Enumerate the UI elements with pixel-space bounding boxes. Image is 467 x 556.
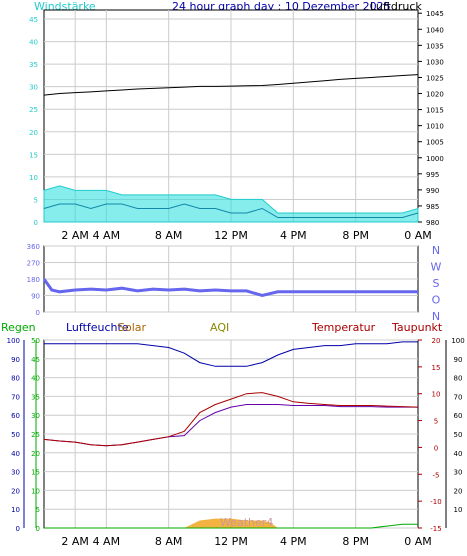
series-rain bbox=[44, 523, 418, 529]
right-pct-tick-label: 80 bbox=[454, 375, 463, 383]
x-tick-bottom: 4 PM bbox=[280, 535, 307, 548]
pressure-tick-label: 1020 bbox=[426, 91, 444, 99]
pressure-tick-label: 1000 bbox=[426, 155, 444, 163]
watermark: Weather4 bbox=[220, 516, 273, 529]
dir-tick-label: 90 bbox=[31, 293, 40, 301]
series-solar bbox=[44, 518, 418, 528]
dir-tick-label: 270 bbox=[27, 260, 40, 268]
pressure-tick-label: 1030 bbox=[426, 58, 444, 66]
rain-tick-label: 5 bbox=[36, 506, 40, 514]
x-tick-bottom: 4 AM bbox=[93, 535, 121, 548]
right-pct-tick-label: 50 bbox=[454, 431, 463, 439]
compass-label: S bbox=[433, 277, 440, 290]
right-pct-tick-label: 60 bbox=[454, 412, 463, 420]
x-tick-top: 8 PM bbox=[342, 229, 369, 242]
compass-label: N bbox=[432, 244, 440, 257]
humidity-tick-label: 0 bbox=[16, 525, 20, 533]
series-wind-direction bbox=[42, 278, 418, 298]
pressure-tick-label: 1045 bbox=[426, 10, 444, 18]
wind-tick-label: 40 bbox=[29, 39, 38, 47]
humidity-label: Luftfeuchte bbox=[66, 321, 129, 334]
compass-label: W bbox=[431, 261, 442, 274]
compass-label: N bbox=[432, 310, 440, 323]
x-tick-top: 12 PM bbox=[214, 229, 248, 242]
wind-tick-label: 0 bbox=[34, 219, 38, 227]
aqi-label: AQI bbox=[210, 321, 229, 334]
rain-label: Regen bbox=[1, 321, 36, 334]
pressure-tick-label: 990 bbox=[426, 187, 439, 195]
series-layer bbox=[42, 74, 419, 529]
right-pct-tick-label: 40 bbox=[454, 450, 463, 458]
temp-tick-label: -15 bbox=[430, 525, 441, 533]
humidity-tick-label: 30 bbox=[11, 469, 20, 477]
humidity-tick-label: 50 bbox=[11, 431, 20, 439]
compass-label: O bbox=[432, 294, 441, 307]
right-pct-tick-label: 30 bbox=[454, 469, 463, 477]
pressure-tick-label: 980 bbox=[426, 219, 439, 227]
humidity-tick-label: 70 bbox=[11, 393, 20, 401]
wind-tick-label: 45 bbox=[29, 16, 38, 24]
wind-tick-label: 35 bbox=[29, 61, 38, 69]
series-wind bbox=[43, 203, 419, 218]
rain-tick-label: 0 bbox=[36, 525, 40, 533]
solar-layer bbox=[44, 518, 418, 528]
x-tick-bottom: 2 AM bbox=[61, 535, 89, 548]
right-pct-tick-label: 10 bbox=[454, 506, 463, 514]
pressure-tick-label: 995 bbox=[426, 171, 439, 179]
solar-label: Solar bbox=[118, 321, 147, 334]
dir-tick-label: 180 bbox=[27, 276, 40, 284]
dir-tick-label: 0 bbox=[36, 309, 40, 317]
axis-layer: 0510152025303540459809859909951000100510… bbox=[7, 10, 465, 548]
pressure-tick-label: 1040 bbox=[426, 26, 444, 34]
pressure-tick-label: 1005 bbox=[426, 139, 444, 147]
dewpoint-label: Taupunkt bbox=[391, 321, 443, 334]
dir-tick-label: 360 bbox=[27, 243, 40, 251]
temp-tick-label: 20 bbox=[432, 337, 441, 345]
humidity-tick-label: 60 bbox=[11, 412, 20, 420]
humidity-tick-label: 10 bbox=[11, 506, 20, 514]
x-tick-top: 4 PM bbox=[280, 229, 307, 242]
series-temperature bbox=[43, 392, 419, 447]
temp-tick-label: 0 bbox=[434, 444, 438, 452]
humidity-tick-label: 100 bbox=[7, 337, 20, 345]
x-tick-bottom: 0 AM bbox=[404, 535, 432, 548]
temp-tick-label: 10 bbox=[432, 391, 441, 399]
right-pct-tick-label: 70 bbox=[454, 393, 463, 401]
x-tick-top: 8 AM bbox=[155, 229, 183, 242]
x-tick-top: 4 AM bbox=[93, 229, 121, 242]
temp-tick-label: -10 bbox=[430, 498, 441, 506]
x-tick-bottom: 8 AM bbox=[155, 535, 183, 548]
pressure-tick-label: 985 bbox=[426, 203, 439, 211]
wind-tick-label: 20 bbox=[29, 129, 38, 137]
x-tick-bottom: 8 PM bbox=[342, 535, 369, 548]
wind-tick-label: 5 bbox=[34, 196, 38, 204]
x-tick-top: 0 AM bbox=[404, 229, 432, 242]
wind-tick-label: 25 bbox=[29, 106, 38, 114]
pressure-tick-label: 1010 bbox=[426, 123, 444, 131]
temp-tick-label: 5 bbox=[434, 418, 438, 426]
right-pct-tick-label: 20 bbox=[454, 487, 463, 495]
humidity-tick-label: 90 bbox=[11, 356, 20, 364]
wind-tick-label: 15 bbox=[29, 151, 38, 159]
right-pct-tick-label: 90 bbox=[454, 356, 463, 364]
temperature-label: Temperatur bbox=[311, 321, 376, 334]
humidity-tick-label: 20 bbox=[11, 487, 20, 495]
wind-tick-label: 10 bbox=[29, 174, 38, 182]
series-humidity bbox=[44, 341, 418, 367]
grid-layer bbox=[44, 10, 418, 529]
temp-tick-label: -5 bbox=[433, 471, 440, 479]
x-tick-top: 2 AM bbox=[61, 229, 89, 242]
humidity-tick-label: 40 bbox=[11, 450, 20, 458]
pressure-tick-label: 1015 bbox=[426, 107, 444, 115]
pressure-tick-label: 1025 bbox=[426, 74, 444, 82]
temp-tick-label: 15 bbox=[432, 364, 441, 372]
pressure-tick-label: 1035 bbox=[426, 42, 444, 50]
series-pressure bbox=[43, 74, 419, 96]
humidity-tick-label: 80 bbox=[11, 375, 20, 383]
wind-tick-label: 30 bbox=[29, 84, 38, 92]
x-tick-bottom: 12 PM bbox=[214, 535, 248, 548]
series-gust bbox=[43, 185, 419, 223]
right-pct-tick-label: 100 bbox=[451, 337, 464, 345]
